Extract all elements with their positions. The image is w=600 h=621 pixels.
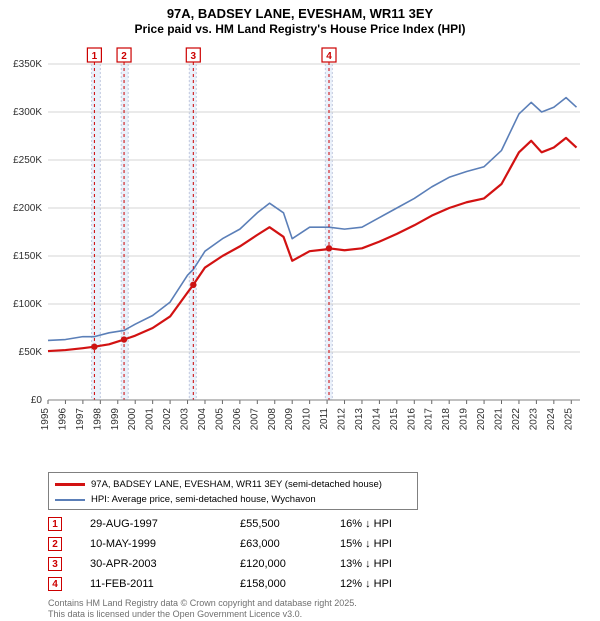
sale-diff: 13% ↓ HPI (340, 558, 392, 570)
sale-marker-box: 1 (48, 517, 62, 531)
title-address: 97A, BADSEY LANE, EVESHAM, WR11 3EY (0, 6, 600, 21)
sale-price: £55,500 (240, 518, 340, 530)
svg-text:2021: 2021 (494, 408, 505, 431)
legend-swatch (55, 499, 85, 501)
legend-label: 97A, BADSEY LANE, EVESHAM, WR11 3EY (sem… (91, 479, 382, 490)
chart-container: 97A, BADSEY LANE, EVESHAM, WR11 3EY Pric… (0, 0, 600, 620)
svg-text:2004: 2004 (197, 408, 208, 431)
svg-text:2020: 2020 (476, 408, 487, 431)
svg-text:2017: 2017 (424, 408, 435, 431)
legend-item: 97A, BADSEY LANE, EVESHAM, WR11 3EY (sem… (55, 477, 411, 492)
sale-row: 1 29-AUG-1997£55,50016% ↓ HPI (48, 514, 558, 534)
svg-text:1995: 1995 (40, 408, 51, 431)
svg-text:£50K: £50K (19, 347, 43, 358)
legend-swatch (55, 483, 85, 486)
svg-text:2014: 2014 (371, 408, 382, 431)
svg-text:£100K: £100K (13, 299, 42, 310)
svg-text:£0: £0 (31, 395, 43, 406)
sale-diff: 15% ↓ HPI (340, 538, 392, 550)
svg-text:2006: 2006 (232, 408, 243, 431)
svg-text:2022: 2022 (511, 408, 522, 431)
svg-text:1997: 1997 (75, 408, 86, 431)
sale-date: 11-FEB-2011 (90, 578, 240, 590)
svg-text:2: 2 (121, 51, 127, 62)
sale-diff: 12% ↓ HPI (340, 578, 392, 590)
sale-diff: 16% ↓ HPI (340, 518, 392, 530)
sale-price: £63,000 (240, 538, 340, 550)
sale-marker-box: 2 (48, 537, 62, 551)
svg-text:2015: 2015 (389, 408, 400, 431)
legend-label: HPI: Average price, semi-detached house,… (91, 494, 316, 505)
title-subtitle: Price paid vs. HM Land Registry's House … (0, 22, 600, 36)
sale-row: 4 11-FEB-2011£158,00012% ↓ HPI (48, 574, 558, 594)
svg-text:2005: 2005 (214, 408, 225, 431)
svg-text:2002: 2002 (162, 408, 173, 431)
svg-text:2019: 2019 (459, 408, 470, 431)
svg-text:1996: 1996 (57, 408, 68, 431)
svg-text:2016: 2016 (406, 408, 417, 431)
title-block: 97A, BADSEY LANE, EVESHAM, WR11 3EY Pric… (0, 0, 600, 36)
sale-marker-box: 3 (48, 557, 62, 571)
svg-text:£250K: £250K (13, 155, 42, 166)
svg-text:£200K: £200K (13, 203, 42, 214)
svg-text:2007: 2007 (249, 408, 260, 431)
chart-svg: £0£50K£100K£150K£200K£250K£300K£350K1995… (48, 46, 580, 438)
svg-text:2024: 2024 (546, 408, 557, 431)
sale-row: 3 30-APR-2003£120,00013% ↓ HPI (48, 554, 558, 574)
chart-area: £0£50K£100K£150K£200K£250K£300K£350K1995… (48, 46, 580, 438)
svg-text:£150K: £150K (13, 251, 42, 262)
svg-text:1: 1 (92, 51, 98, 62)
footer-note: Contains HM Land Registry data © Crown c… (48, 598, 357, 621)
svg-text:2010: 2010 (302, 408, 313, 431)
legend-box: 97A, BADSEY LANE, EVESHAM, WR11 3EY (sem… (48, 472, 418, 510)
svg-text:2001: 2001 (145, 408, 156, 431)
footer-line1: Contains HM Land Registry data © Crown c… (48, 598, 357, 609)
svg-text:3: 3 (191, 51, 197, 62)
svg-text:1998: 1998 (92, 408, 103, 431)
legend-item: HPI: Average price, semi-detached house,… (55, 492, 411, 507)
svg-text:2003: 2003 (180, 408, 191, 431)
sale-marker-box: 4 (48, 577, 62, 591)
sale-events-table: 1 29-AUG-1997£55,50016% ↓ HPI 2 10-MAY-1999… (48, 514, 558, 594)
svg-text:£350K: £350K (13, 59, 42, 70)
svg-text:1999: 1999 (110, 408, 121, 431)
sale-date: 10-MAY-1999 (90, 538, 240, 550)
svg-text:2012: 2012 (337, 408, 348, 431)
sale-date: 29-AUG-1997 (90, 518, 240, 530)
svg-text:2025: 2025 (563, 408, 574, 431)
svg-text:4: 4 (326, 51, 332, 62)
svg-text:£300K: £300K (13, 107, 42, 118)
sale-row: 2 10-MAY-1999£63,00015% ↓ HPI (48, 534, 558, 554)
svg-text:2013: 2013 (354, 408, 365, 431)
svg-text:2009: 2009 (284, 408, 295, 431)
sale-date: 30-APR-2003 (90, 558, 240, 570)
footer-line2: This data is licensed under the Open Gov… (48, 609, 357, 620)
svg-text:2018: 2018 (441, 408, 452, 431)
svg-text:2008: 2008 (267, 408, 278, 431)
svg-text:2023: 2023 (528, 408, 539, 431)
sale-price: £120,000 (240, 558, 340, 570)
svg-text:2011: 2011 (319, 408, 330, 430)
svg-text:2000: 2000 (127, 408, 138, 431)
sale-price: £158,000 (240, 578, 340, 590)
